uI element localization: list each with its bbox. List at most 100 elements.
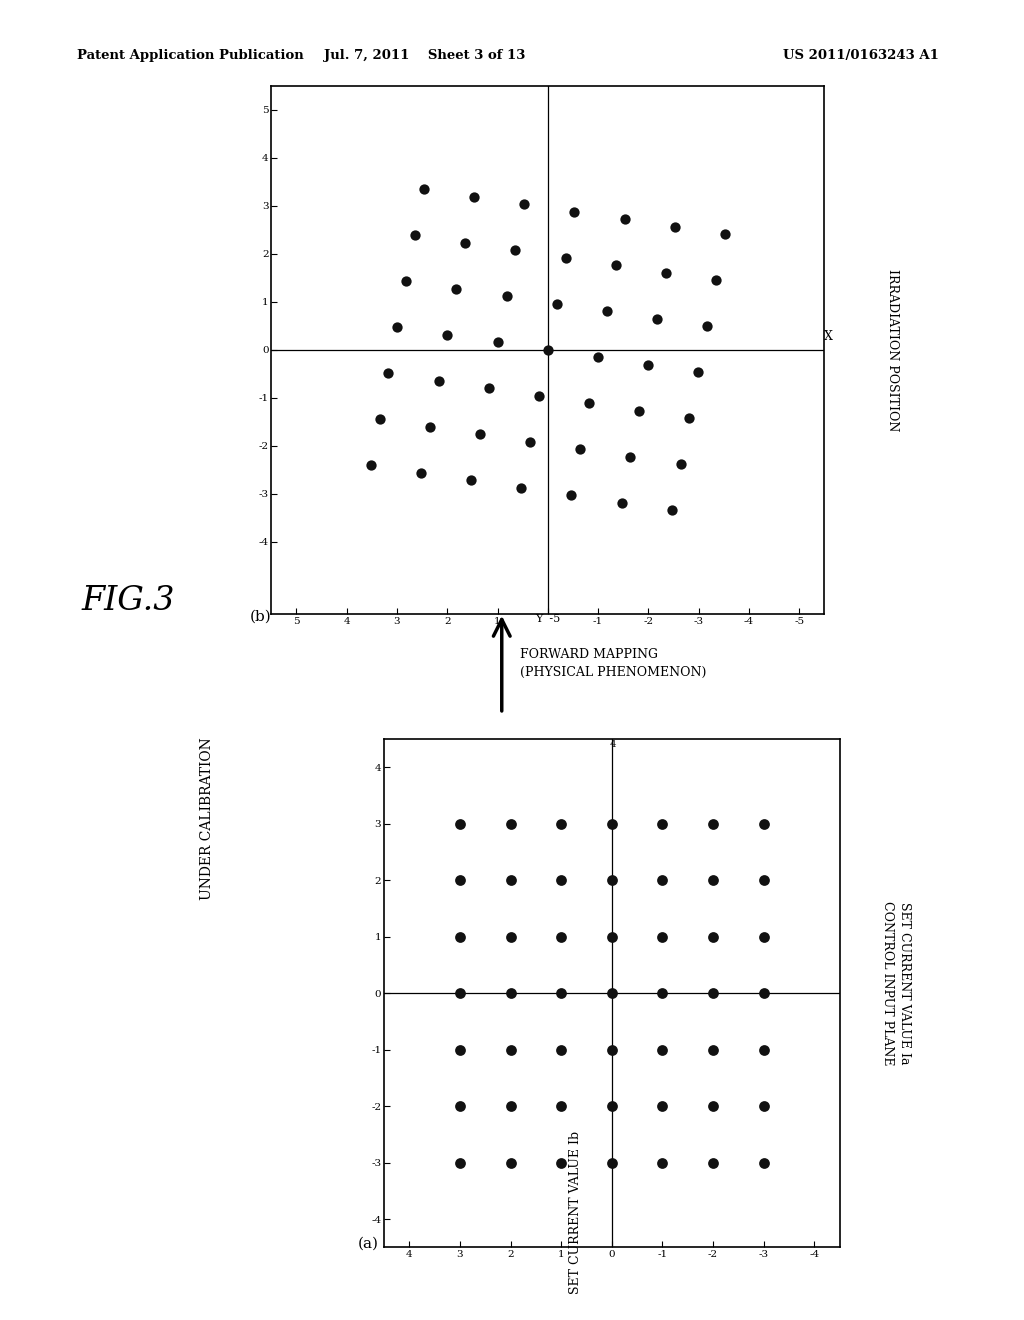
- Point: [452, 1096, 468, 1117]
- Point: [389, 317, 406, 338]
- Point: [553, 982, 569, 1005]
- Point: [457, 232, 473, 253]
- Point: [507, 240, 523, 261]
- Point: [756, 813, 772, 834]
- Point: [503, 982, 519, 1005]
- Point: [499, 285, 515, 306]
- Point: [616, 209, 633, 230]
- Point: [503, 1039, 519, 1060]
- Text: Jul. 7, 2011    Sheet 3 of 13: Jul. 7, 2011 Sheet 3 of 13: [325, 49, 525, 62]
- Point: [654, 813, 671, 834]
- Point: [604, 870, 621, 891]
- Point: [553, 927, 569, 948]
- Point: [705, 870, 721, 891]
- Point: [657, 263, 674, 284]
- Point: [654, 982, 671, 1005]
- Point: [667, 216, 683, 238]
- Point: [472, 424, 488, 445]
- Point: [480, 378, 497, 399]
- Point: [654, 1152, 671, 1173]
- Point: [452, 813, 468, 834]
- Point: [553, 813, 569, 834]
- Point: [654, 927, 671, 948]
- Point: [530, 385, 547, 407]
- Point: [553, 1152, 569, 1173]
- Point: [599, 301, 615, 322]
- Text: UNDER CALIBRATION: UNDER CALIBRATION: [200, 737, 214, 900]
- Point: [522, 432, 539, 453]
- Point: [463, 470, 479, 491]
- Point: [449, 279, 465, 300]
- Point: [607, 255, 624, 276]
- Point: [705, 1152, 721, 1173]
- Point: [756, 1039, 772, 1060]
- Point: [654, 870, 671, 891]
- Point: [372, 409, 388, 430]
- Point: [439, 325, 456, 346]
- Point: [362, 455, 379, 477]
- Point: [654, 1039, 671, 1060]
- Point: [452, 927, 468, 948]
- Point: [699, 315, 716, 337]
- Point: [503, 1152, 519, 1173]
- Point: [452, 1152, 468, 1173]
- Point: [416, 178, 432, 199]
- Text: 4: 4: [609, 741, 615, 750]
- Text: US 2011/0163243 A1: US 2011/0163243 A1: [783, 49, 939, 62]
- Point: [540, 339, 556, 360]
- Point: [604, 813, 621, 834]
- Point: [572, 438, 589, 459]
- Point: [566, 201, 583, 222]
- Point: [422, 416, 438, 437]
- Point: [452, 1039, 468, 1060]
- Point: [705, 982, 721, 1005]
- Point: [640, 354, 656, 375]
- Point: [466, 186, 482, 207]
- Point: [489, 331, 506, 352]
- Point: [430, 371, 446, 392]
- Text: FIG.3: FIG.3: [82, 585, 175, 616]
- Point: [407, 224, 423, 246]
- Text: FORWARD MAPPING
(PHYSICAL PHENOMENON): FORWARD MAPPING (PHYSICAL PHENOMENON): [519, 648, 707, 678]
- Point: [549, 293, 565, 314]
- Point: [604, 1039, 621, 1060]
- Point: [604, 982, 621, 1005]
- Text: (b): (b): [250, 610, 272, 624]
- Point: [513, 478, 529, 499]
- Text: SET CURRENT VALUE Ia
CONTROL INPUT PLANE: SET CURRENT VALUE Ia CONTROL INPUT PLANE: [881, 902, 911, 1065]
- Point: [503, 1096, 519, 1117]
- Point: [664, 500, 680, 521]
- Point: [708, 269, 724, 290]
- Point: [398, 271, 415, 292]
- Point: [673, 454, 689, 475]
- Text: SET CURRENT VALUE Ib: SET CURRENT VALUE Ib: [569, 1130, 582, 1294]
- Point: [563, 484, 580, 506]
- Point: [705, 927, 721, 948]
- Point: [452, 870, 468, 891]
- Text: Patent Application Publication: Patent Application Publication: [77, 49, 303, 62]
- Point: [590, 347, 606, 368]
- Point: [613, 492, 630, 513]
- Point: [654, 1096, 671, 1117]
- Point: [604, 927, 621, 948]
- Text: IRRADIATION POSITION: IRRADIATION POSITION: [887, 268, 899, 432]
- Point: [380, 363, 396, 384]
- Point: [604, 1096, 621, 1117]
- Point: [604, 1152, 621, 1173]
- Text: X: X: [824, 330, 834, 343]
- Point: [756, 927, 772, 948]
- Text: Y  -5: Y -5: [536, 614, 560, 624]
- Point: [553, 1039, 569, 1060]
- Point: [623, 446, 639, 467]
- Point: [553, 1096, 569, 1117]
- Point: [756, 1096, 772, 1117]
- Point: [756, 1152, 772, 1173]
- Point: [516, 194, 532, 215]
- Point: [413, 462, 429, 483]
- Text: (a): (a): [358, 1237, 379, 1251]
- Point: [681, 408, 697, 429]
- Point: [717, 223, 733, 244]
- Point: [503, 870, 519, 891]
- Point: [452, 982, 468, 1005]
- Point: [705, 1096, 721, 1117]
